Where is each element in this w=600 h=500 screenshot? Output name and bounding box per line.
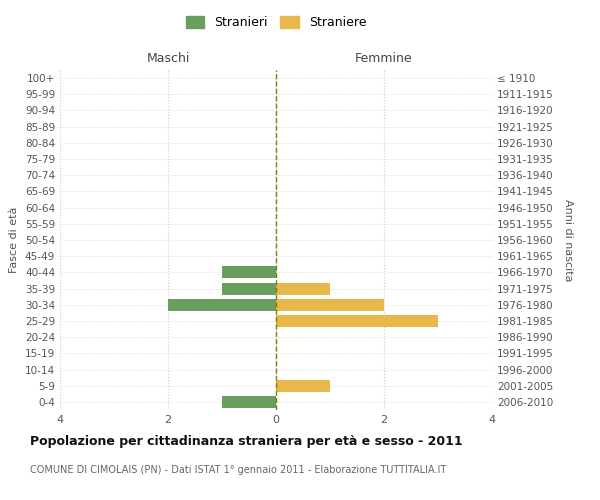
Text: Maschi: Maschi (146, 52, 190, 65)
Text: Femmine: Femmine (355, 52, 413, 65)
Bar (222, 282, 276, 294)
Bar (276, 315, 438, 327)
Bar (222, 396, 276, 408)
Legend: Stranieri, Straniere: Stranieri, Straniere (181, 11, 371, 34)
Text: Popolazione per cittadinanza straniera per età e sesso - 2011: Popolazione per cittadinanza straniera p… (30, 435, 463, 448)
Bar (276, 298, 384, 311)
Bar (276, 380, 330, 392)
Bar (222, 266, 276, 278)
Bar (168, 298, 276, 311)
Y-axis label: Anni di nascita: Anni di nascita (563, 198, 573, 281)
Y-axis label: Fasce di età: Fasce di età (10, 207, 19, 273)
Bar (276, 282, 330, 294)
Text: COMUNE DI CIMOLAIS (PN) - Dati ISTAT 1° gennaio 2011 - Elaborazione TUTTITALIA.I: COMUNE DI CIMOLAIS (PN) - Dati ISTAT 1° … (30, 465, 446, 475)
